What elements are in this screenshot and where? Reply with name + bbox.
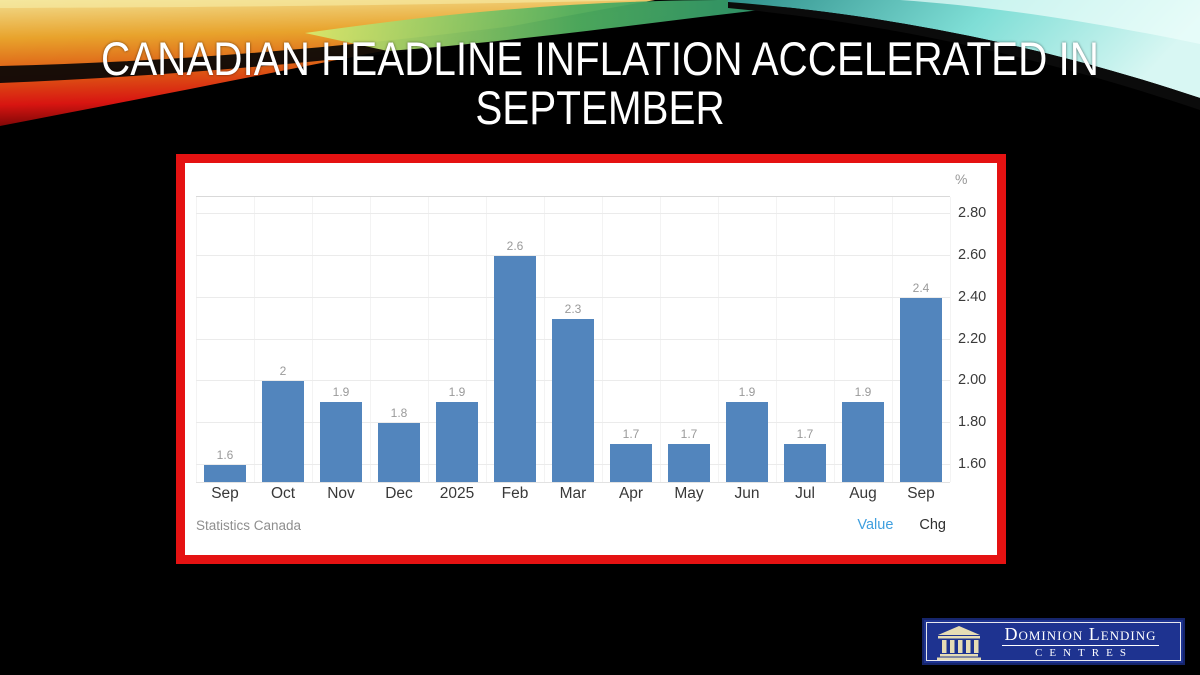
- bar: [726, 402, 768, 482]
- bar: [900, 297, 942, 482]
- bar-value-label: 1.7: [622, 427, 640, 442]
- bar: [494, 255, 536, 482]
- chart-panel: % 1.6 2 1.9 1.8 1.9 2.6 2.3 1.7 1.7 1.9 1.7 1.9 2.4 …: [176, 154, 1006, 564]
- value-toggle[interactable]: Value: [857, 517, 894, 533]
- y-axis-tick-labels: 1.60 1.80 2.00 2.20 2.40 2.60 2.80: [956, 196, 997, 481]
- x-axis-tick-label: Jun: [734, 485, 760, 502]
- x-axis-tick-labels: Sep Oct Nov Dec 2025 Feb Mar Apr May Jun Jul Aug Sep: [196, 485, 950, 503]
- bar-value-label: 1.8: [390, 406, 408, 421]
- x-axis-tick-label: Aug: [849, 485, 877, 502]
- vertical-gridline: [602, 197, 603, 482]
- x-axis-tick-label: Dec: [385, 485, 413, 502]
- bar-value-label: 1.9: [738, 385, 756, 400]
- vertical-gridline: [660, 197, 661, 482]
- bar-value-label: 2.3: [564, 301, 582, 316]
- bar-column: 1.9: [834, 197, 892, 482]
- bar-column: 2.3: [544, 197, 602, 482]
- x-axis-tick-label: May: [674, 485, 704, 502]
- slide-title-line2: SEPTEMBER: [475, 81, 725, 134]
- x-axis-tick-label: 2025: [439, 485, 475, 502]
- vertical-gridline: [950, 197, 951, 482]
- horizontal-gridline: [196, 296, 950, 298]
- horizontal-gridline: [196, 212, 950, 214]
- bar: [378, 423, 420, 482]
- bar-column: 2: [254, 197, 312, 482]
- vertical-gridline: [254, 197, 255, 482]
- series-toggles: Value Chg: [857, 517, 946, 533]
- y-axis-tick-label: 1.60: [958, 456, 987, 473]
- bar: [436, 402, 478, 482]
- bar: [204, 465, 246, 482]
- vertical-gridline: [428, 197, 429, 482]
- vertical-gridline: [312, 197, 313, 482]
- x-axis-tick-label: Oct: [270, 485, 296, 502]
- chg-toggle[interactable]: Chg: [919, 517, 946, 533]
- slide-title: CANADIAN HEADLINE INFLATION ACCELERATED …: [84, 34, 1116, 132]
- y-axis-tick-label: 2.60: [958, 246, 987, 263]
- bar-value-label: 2: [279, 364, 287, 379]
- x-axis-tick-label: Jul: [795, 485, 815, 502]
- x-axis-tick-label: Nov: [327, 485, 355, 502]
- x-axis-tick-label: Sep: [907, 485, 935, 502]
- slide-title-line1: CANADIAN HEADLINE INFLATION ACCELERATED …: [101, 32, 1099, 85]
- bar-value-label: 1.6: [216, 448, 234, 463]
- vertical-gridline: [717, 197, 719, 482]
- bar-value-label: 2.4: [912, 280, 930, 295]
- bar-column: 1.7: [660, 197, 718, 482]
- bar: [784, 444, 826, 482]
- dlc-logo: Dominion Lending Centres: [922, 618, 1185, 665]
- bar-value-label: 1.9: [448, 385, 466, 400]
- x-axis-tick-label: Mar: [559, 485, 587, 502]
- header-ribbon-graphic: [0, 0, 1200, 126]
- bar-columns: 1.6 2 1.9 1.8 1.9 2.6 2.3 1.7 1.7 1.9 1.7 1.9 2.4: [196, 197, 950, 482]
- horizontal-gridline: [196, 254, 950, 256]
- bar-column: 2.6: [486, 197, 544, 482]
- x-axis-tick-label: Feb: [501, 485, 529, 502]
- bar-column: 1.7: [602, 197, 660, 482]
- building-columns-icon: [937, 625, 981, 660]
- bar: [552, 318, 594, 482]
- vertical-gridline: [776, 197, 777, 482]
- plot-area: 1.6 2 1.9 1.8 1.9 2.6 2.3 1.7 1.7 1.9 1.7 1.9 2.4: [196, 196, 951, 483]
- bar-value-label: 1.7: [680, 427, 698, 442]
- source-label: Statistics Canada: [196, 517, 302, 533]
- bar-value-label: 2.6: [506, 238, 524, 253]
- bar: [842, 402, 884, 482]
- vertical-gridline: [834, 197, 835, 482]
- y-axis-tick-label: 2.20: [958, 330, 987, 347]
- bar-value-label: 1.9: [854, 385, 872, 400]
- bar-column: 1.9: [312, 197, 370, 482]
- x-axis-tick-label: Apr: [618, 485, 644, 502]
- bar: [320, 402, 362, 482]
- y-axis-unit-label: %: [955, 171, 968, 187]
- logo-name: Dominion Lending: [1002, 623, 1159, 646]
- bar: [262, 381, 304, 482]
- logo-text: Dominion Lending Centres: [984, 623, 1183, 659]
- bar-column: 1.9: [718, 197, 776, 482]
- bar-column: 1.8: [370, 197, 428, 482]
- x-axis-tick-label: Sep: [211, 485, 239, 502]
- vertical-gridline: [486, 197, 487, 482]
- bar: [668, 444, 710, 482]
- y-axis-tick-label: 2.40: [958, 288, 987, 305]
- vertical-gridline: [892, 197, 893, 482]
- logo-subname: Centres: [1035, 646, 1133, 659]
- bar-value-label: 1.9: [332, 385, 350, 400]
- vertical-gridline: [196, 197, 197, 482]
- vertical-gridline: [370, 197, 371, 482]
- y-axis-tick-label: 2.00: [958, 372, 987, 389]
- bar-column: 2.4: [892, 197, 950, 482]
- vertical-gridline: [544, 197, 545, 482]
- chart-inner: % 1.6 2 1.9 1.8 1.9 2.6 2.3 1.7 1.7 1.9 1.7 1.9 2.4 …: [185, 163, 997, 555]
- y-axis-tick-label: 1.80: [958, 414, 987, 431]
- bar-value-label: 1.7: [796, 427, 814, 442]
- chart-footer: Statistics Canada Value Chg: [196, 515, 946, 535]
- bar-column: 1.6: [196, 197, 254, 482]
- bar-column: 1.7: [776, 197, 834, 482]
- y-axis-tick-label: 2.80: [958, 204, 987, 221]
- bar-column: 1.9: [428, 197, 486, 482]
- bar: [610, 444, 652, 482]
